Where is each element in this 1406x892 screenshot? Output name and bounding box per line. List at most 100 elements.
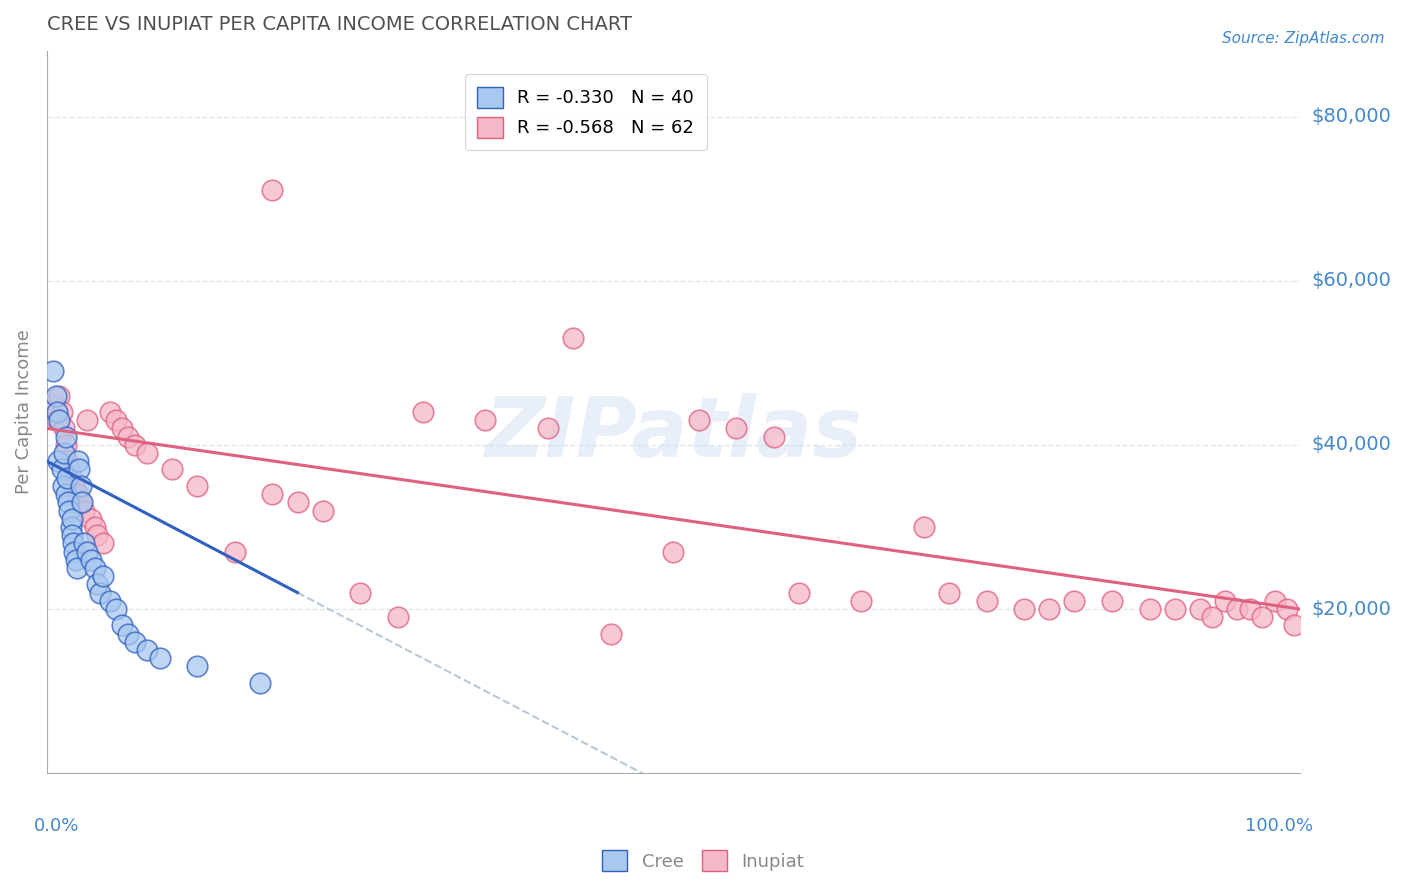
Text: 0.0%: 0.0% <box>34 816 80 835</box>
Text: Source: ZipAtlas.com: Source: ZipAtlas.com <box>1222 31 1385 46</box>
Point <box>67 487 90 501</box>
Point <box>149 651 172 665</box>
Text: $80,000: $80,000 <box>1312 107 1391 126</box>
Point <box>224 544 246 558</box>
Point <box>136 446 159 460</box>
Point <box>1239 602 1261 616</box>
Point <box>53 421 76 435</box>
Point <box>70 495 93 509</box>
Point <box>1063 594 1085 608</box>
Point <box>662 544 685 558</box>
Point <box>1188 602 1211 616</box>
Point <box>76 413 98 427</box>
Point <box>562 331 585 345</box>
Point <box>387 610 409 624</box>
Point <box>66 561 89 575</box>
Text: CREE VS INUPIAT PER CAPITA INCOME CORRELATION CHART: CREE VS INUPIAT PER CAPITA INCOME CORREL… <box>46 15 631 34</box>
Point <box>48 413 70 427</box>
Point <box>62 536 84 550</box>
Point <box>787 585 810 599</box>
Point <box>938 585 960 599</box>
Point <box>311 503 333 517</box>
Point <box>160 462 183 476</box>
Text: $40,000: $40,000 <box>1312 435 1391 454</box>
Point <box>111 618 134 632</box>
Point <box>48 388 70 402</box>
Point <box>55 438 77 452</box>
Point <box>60 471 83 485</box>
Point <box>89 585 111 599</box>
Point <box>111 421 134 435</box>
Point <box>56 471 79 485</box>
Point <box>59 520 82 534</box>
Point <box>80 512 103 526</box>
Point <box>58 462 80 476</box>
Point <box>124 438 146 452</box>
Point <box>51 462 73 476</box>
Point <box>1282 618 1305 632</box>
Point <box>1277 602 1299 616</box>
Point <box>1226 602 1249 616</box>
Point <box>136 643 159 657</box>
Text: ZIPatlas: ZIPatlas <box>485 393 862 475</box>
Point <box>65 553 87 567</box>
Point <box>1163 602 1185 616</box>
Point <box>63 544 86 558</box>
Point <box>98 594 121 608</box>
Point <box>55 430 77 444</box>
Point <box>349 585 371 599</box>
Point <box>1213 594 1236 608</box>
Point <box>83 561 105 575</box>
Point <box>60 528 83 542</box>
Point <box>52 479 75 493</box>
Point <box>117 626 139 640</box>
Point <box>537 421 560 435</box>
Point <box>124 635 146 649</box>
Point <box>186 479 208 493</box>
Point <box>1014 602 1036 616</box>
Point <box>86 577 108 591</box>
Point <box>83 520 105 534</box>
Point <box>69 479 91 493</box>
Text: $60,000: $60,000 <box>1312 271 1391 290</box>
Point <box>45 413 67 427</box>
Point <box>1139 602 1161 616</box>
Point <box>851 594 873 608</box>
Point <box>1038 602 1060 616</box>
Point <box>80 553 103 567</box>
Point <box>104 602 127 616</box>
Point <box>45 388 67 402</box>
Point <box>69 462 91 476</box>
Point <box>69 495 91 509</box>
Point <box>56 454 79 468</box>
Point <box>67 454 90 468</box>
Point <box>73 536 96 550</box>
Point <box>55 487 77 501</box>
Point <box>117 430 139 444</box>
Point <box>42 364 65 378</box>
Text: $20,000: $20,000 <box>1312 599 1391 618</box>
Point <box>1264 594 1286 608</box>
Point <box>104 413 127 427</box>
Point <box>599 626 621 640</box>
Point <box>287 495 309 509</box>
Point <box>63 479 86 493</box>
Point <box>688 413 710 427</box>
Point <box>86 528 108 542</box>
Point <box>73 503 96 517</box>
Y-axis label: Per Capita Income: Per Capita Income <box>15 329 32 494</box>
Point <box>976 594 998 608</box>
Point <box>51 405 73 419</box>
Legend: Cree, Inupiat: Cree, Inupiat <box>595 843 811 879</box>
Point <box>76 544 98 558</box>
Point <box>912 520 935 534</box>
Point <box>762 430 785 444</box>
Point <box>60 512 83 526</box>
Point <box>474 413 496 427</box>
Point <box>1251 610 1274 624</box>
Point <box>249 676 271 690</box>
Point <box>412 405 434 419</box>
Point <box>91 536 114 550</box>
Point <box>46 454 69 468</box>
Point <box>58 495 80 509</box>
